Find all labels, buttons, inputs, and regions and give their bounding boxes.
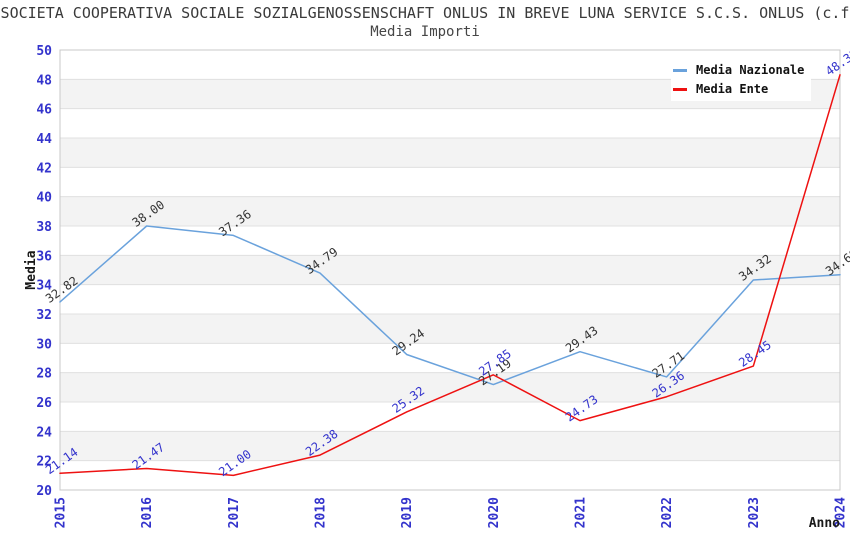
y-tick-label: 36 [36,249,52,264]
x-tick-label: 2016 [140,497,155,528]
plot-band [60,402,840,432]
y-tick-label: 22 [36,455,52,470]
x-tick-label: 2022 [660,497,675,528]
x-tick-label: 2021 [574,497,589,528]
y-tick-label: 26 [36,396,52,411]
plot-band [60,196,840,226]
plot-band [60,284,840,314]
x-tick-label: 2023 [747,497,762,528]
y-tick-label: 40 [36,191,52,206]
y-tick-label: 30 [36,337,52,352]
plot-band [60,314,840,344]
x-axis-title: Anno [808,516,840,531]
x-tick-label: 2018 [314,497,329,528]
plot-band [60,167,840,197]
legend-label-ente: Media Ente [696,82,769,96]
plot-band [60,138,840,168]
x-tick-label: 2020 [487,497,502,528]
y-tick-label: 20 [36,484,52,499]
y-axis-title: Media [24,250,39,290]
plot-band [60,255,840,285]
legend-swatch-ente-icon [673,87,687,91]
y-tick-label: 44 [36,132,52,147]
plot-band [60,431,840,461]
chart-subtitle: Media Importi [370,24,480,40]
plot-border [59,49,841,491]
x-tick-label: 2017 [227,497,242,528]
legend-label-nazionale: Media Nazionale [696,63,805,77]
chart-title: SOCIETA COOPERATIVA SOCIALE SOZIALGENOSS… [0,4,850,22]
legend-item-media-nazionale[interactable]: Media Nazionale [673,63,811,77]
legend-swatch-nazionale-icon [673,68,687,72]
y-tick-label: 24 [36,425,52,440]
plot-band [60,460,840,490]
plot-band [60,343,840,373]
y-tick-label: 34 [36,279,52,294]
y-tick-label: 42 [36,161,52,176]
y-tick-label: 50 [36,44,52,59]
series-line [59,225,841,386]
y-tick-label: 46 [36,103,52,118]
chart-legend: Media Nazionale Media Ente [671,58,811,101]
plot-band [60,226,840,256]
y-tick-label: 38 [36,220,52,235]
y-tick-label: 28 [36,367,52,382]
y-tick-label: 48 [36,73,52,88]
x-tick-label: 2019 [400,497,415,528]
x-tick-label: 2024 [834,497,849,528]
legend-item-media-ente[interactable]: Media Ente [673,82,811,96]
plot-band [60,372,840,402]
plot-band [60,108,840,138]
x-tick-label: 2015 [54,497,69,528]
series-line [59,74,841,477]
y-tick-label: 32 [36,308,52,323]
